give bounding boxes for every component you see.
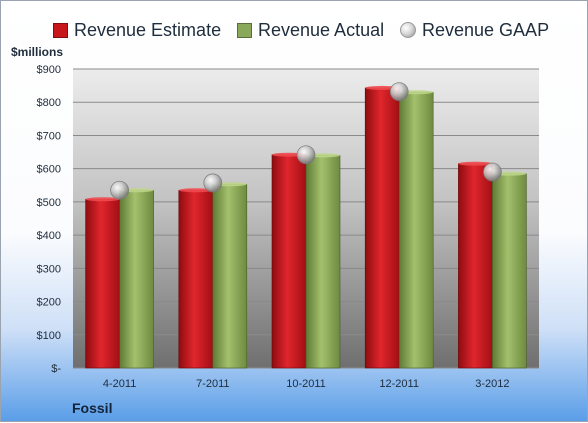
bar-actual	[119, 189, 154, 369]
bar-estimate	[458, 163, 493, 369]
bar-actual	[305, 155, 341, 369]
legend: Revenue Estimate Revenue Actual Revenue …	[1, 17, 588, 43]
gaap-marker	[389, 82, 409, 101]
bar-estimate	[271, 154, 307, 369]
bar-estimate	[178, 189, 214, 369]
bar-estimate	[364, 87, 400, 369]
legend-label-gaap: Revenue GAAP	[422, 19, 550, 40]
y-tick-label: $300	[37, 263, 61, 275]
company-name: Fossil	[72, 400, 113, 416]
bars	[85, 85, 527, 369]
x-tick-label: 4-2011	[103, 378, 136, 390]
bar-estimate-cap	[178, 188, 213, 193]
y-tick-label: $700	[37, 130, 61, 142]
legend-item-estimate: Revenue Estimate	[53, 17, 221, 43]
y-tick-label: $600	[37, 164, 61, 176]
gaap-marker	[482, 162, 502, 182]
y-tick-label: $200	[37, 297, 61, 309]
x-tick-label: 12-2011	[379, 378, 419, 390]
gaap-marker	[296, 145, 316, 165]
y-tick-label: $800	[37, 97, 61, 109]
y-tick-label: $-	[51, 363, 61, 375]
gaap-marker	[110, 180, 129, 200]
legend-swatch-estimate	[53, 22, 68, 38]
x-tick-label: 10-2011	[286, 378, 326, 390]
y-tick-label: $900	[37, 64, 61, 76]
y-tick-labels: $900 $800 $700 $600 $500 $400 $300 $200 $100 $-	[37, 64, 62, 375]
legend-marker-gaap	[400, 22, 416, 38]
bar-actual	[212, 183, 248, 369]
x-tick-label: 3-2012	[475, 378, 509, 390]
bar-estimate-cap	[85, 197, 120, 202]
x-tick-labels: 4-2011 7-2011 10-2011 12-2011 3-2012	[103, 378, 510, 390]
y-tick-label: $400	[37, 230, 61, 242]
legend-swatch-actual	[237, 22, 252, 38]
bar-estimate-cap	[458, 161, 493, 166]
bar-estimate	[85, 198, 120, 369]
legend-item-gaap: Revenue GAAP	[400, 17, 549, 43]
bar-actual	[398, 91, 434, 369]
gaap-marker	[203, 173, 223, 193]
y-tick-label: $500	[37, 197, 61, 209]
legend-item-actual: Revenue Actual	[237, 17, 384, 43]
y-tick-label: $100	[37, 330, 61, 342]
x-tick-label: 7-2011	[196, 378, 229, 390]
legend-label-estimate: Revenue Estimate	[74, 19, 222, 40]
y-axis-units-label: $millions	[11, 45, 64, 59]
gaap-markers	[110, 82, 502, 200]
bar-actual	[492, 173, 527, 369]
legend-label-actual: Revenue Actual	[258, 19, 385, 40]
